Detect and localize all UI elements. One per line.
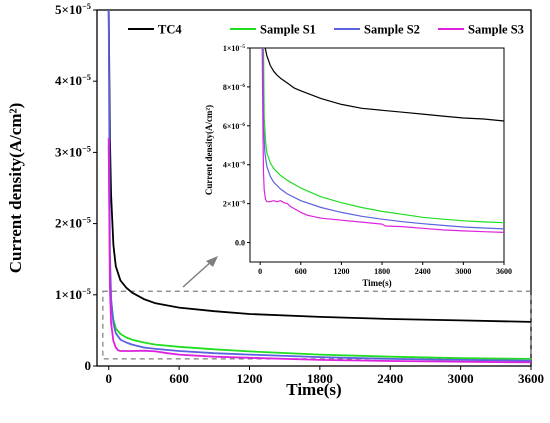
legend-label: Sample S2 xyxy=(364,23,420,37)
main-x-axis-title: Time(s) xyxy=(286,380,341,399)
inset-y-axis-title: Current density(A/cm²) xyxy=(204,105,214,195)
main-y-tick-label: 5×10−5 xyxy=(55,1,91,17)
main-plot-series xyxy=(107,9,532,364)
inset-plot-frame xyxy=(249,47,505,263)
zoom-region xyxy=(102,290,532,360)
main-x-tick-label: 2400 xyxy=(377,371,403,386)
inset-x-tick-label: 3000 xyxy=(455,267,471,276)
inset-series-sample-s3-line xyxy=(261,47,505,233)
inset-y-tick-label: 2×10−6 xyxy=(223,200,246,209)
main-y-tick-label: 3×10−5 xyxy=(55,143,91,159)
inset-x-tick-label: 2400 xyxy=(415,267,431,276)
main-x-tick-label: 3000 xyxy=(448,371,474,386)
legend-label: TC4 xyxy=(158,23,182,37)
zoom-box-outline xyxy=(102,290,532,360)
main-series-tc4-line xyxy=(107,9,532,323)
legend-label: Sample S1 xyxy=(260,23,316,37)
inset-y-tick-label: 1×10−5 xyxy=(223,44,246,53)
main-y-tick-label: 0 xyxy=(85,358,92,373)
main-series-sample-s3-line xyxy=(107,138,532,364)
main-x-tick-label: 600 xyxy=(169,371,189,386)
inset-y-tick-label: 8×10−6 xyxy=(223,83,246,92)
main-x-tick-label: 1800 xyxy=(307,371,333,386)
inset-x-axis-title: Time(s) xyxy=(362,278,391,288)
main-x-tick-label: 3600 xyxy=(518,371,544,386)
main-y-tick-label: 4×10−5 xyxy=(55,72,91,88)
inset-series-tc4-line xyxy=(264,47,505,122)
inset-x-tick-label: 600 xyxy=(295,267,307,276)
inset-series-sample-s1-line xyxy=(262,47,505,224)
inset-axis-ticks: 0 600 1200 1800 2400 3000 3600 0.0 2×10−6 4×10−6 6… xyxy=(223,44,512,276)
inset-x-tick-label: 0 xyxy=(258,267,262,276)
legend: TC4 Sample S1 Sample S2 Sample S3 xyxy=(128,23,524,37)
inset-y-tick-label: 0.0 xyxy=(235,239,245,248)
main-y-tick-label: 1×10−5 xyxy=(55,286,91,302)
main-plot-frame xyxy=(96,9,532,367)
main-axis-ticks: 0 600 1200 1800 2400 3000 3600 0 1×10−5 2×10−5 3×1… xyxy=(55,1,544,386)
main-y-tick-label: 2×10−5 xyxy=(55,215,91,231)
inset-y-tick-label: 6×10−6 xyxy=(223,122,246,131)
inset-x-tick-label: 1800 xyxy=(374,267,390,276)
legend-label: Sample S3 xyxy=(468,23,524,37)
inset-plot-series xyxy=(261,47,505,233)
inset-y-tick-label: 4×10−6 xyxy=(223,161,246,170)
main-x-tick-label: 0 xyxy=(105,371,112,386)
inset-background xyxy=(250,48,504,262)
main-x-tick-label: 1200 xyxy=(236,371,262,386)
main-series-sample-s2-line xyxy=(107,9,532,362)
inset-x-tick-label: 3600 xyxy=(496,267,512,276)
main-y-axis-title: Current density(A/cm²) xyxy=(6,103,25,274)
inset-series-sample-s2-line xyxy=(262,47,505,230)
zoom-arrow xyxy=(182,256,218,288)
inset-x-tick-label: 1200 xyxy=(333,267,349,276)
